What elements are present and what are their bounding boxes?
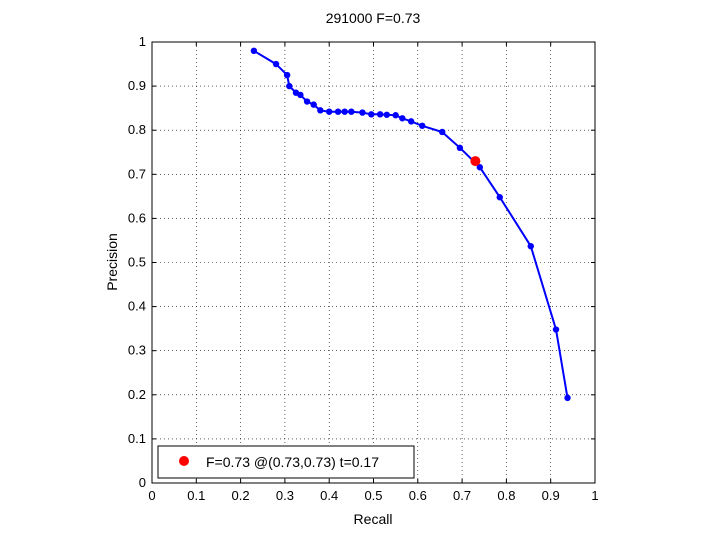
y-tick-label: 0.5 — [128, 255, 146, 270]
x-tick-label: 0.8 — [497, 488, 515, 503]
x-tick-label: 0.5 — [364, 488, 382, 503]
legend-box — [157, 445, 415, 479]
pr-curve-point — [348, 108, 355, 115]
legend-text: F=0.73 @(0.73,0.73) t=0.17 — [206, 454, 379, 470]
pr-curve-point — [297, 91, 304, 99]
pr-curve-point — [552, 326, 560, 333]
legend-marker — [179, 456, 189, 466]
pr-curve-point — [438, 128, 446, 136]
x-tick-label: 0.9 — [542, 488, 560, 503]
pr-curve-point — [383, 111, 390, 118]
pr-curve-point — [250, 47, 258, 55]
chart-title: 291000 F=0.73 — [326, 10, 421, 26]
y-tick-label: 1 — [139, 34, 146, 49]
x-tick-label: 0.3 — [276, 488, 294, 503]
x-tick-label: 0.7 — [453, 488, 471, 503]
x-tick-label: 0.4 — [320, 488, 338, 503]
pr-curve-point — [334, 108, 342, 115]
pr-curve-point — [456, 144, 464, 152]
pr-curve-point — [476, 164, 484, 171]
pr-curve-point — [419, 122, 426, 129]
pr-curve-point — [376, 111, 384, 118]
x-axis-label: Recall — [354, 511, 393, 527]
pr-curve-point — [317, 107, 324, 114]
x-tick-label: 0.2 — [232, 488, 250, 503]
x-tick-label: 0 — [148, 488, 155, 503]
y-tick-label: 0 — [139, 475, 146, 490]
pr-curve-point — [283, 71, 291, 79]
y-tick-label: 0.4 — [128, 299, 146, 314]
best-point-layer — [470, 156, 481, 167]
pr-curve-point — [272, 60, 280, 68]
y-tick-label: 0.8 — [128, 122, 146, 137]
pr-curve-point — [496, 194, 503, 201]
pr-curve-point — [368, 111, 375, 118]
pr-curve-point — [326, 108, 333, 115]
best-f-point — [470, 156, 481, 167]
legend: F=0.73 @(0.73,0.73) t=0.17 — [157, 445, 415, 479]
pr-curve-line — [253, 49, 569, 399]
axis-ticks: 0 0.1 0.2 0.3 0.4 0.5 0.6 0.7 0.8 0.9 1 0 0.1 0.2 0.3 0… — [128, 34, 599, 503]
pr-curve-point — [341, 108, 348, 115]
pr-curve-point — [399, 115, 406, 122]
pr-curve-point — [392, 112, 399, 119]
y-axis-label: Precision — [104, 233, 120, 291]
pr-curve-point — [310, 101, 317, 108]
y-tick-label: 0.2 — [128, 387, 146, 402]
grid-lines — [152, 42, 595, 483]
y-tick-label: 0.7 — [128, 166, 146, 181]
pr-curve-point — [359, 109, 366, 116]
data-series — [250, 47, 571, 402]
y-tick-label: 0.1 — [128, 431, 146, 446]
pr-curve-point — [407, 118, 415, 125]
pr-curve-point — [303, 98, 311, 105]
x-tick-label: 0.1 — [187, 488, 205, 503]
pr-curve-point — [527, 242, 534, 250]
x-tick-label: 1 — [591, 488, 598, 503]
y-tick-label: 0.3 — [128, 343, 146, 358]
pr-curve-point — [286, 82, 293, 90]
y-tick-label: 0.9 — [128, 78, 146, 93]
pr-curve-point — [564, 394, 571, 402]
x-tick-label: 0.6 — [409, 488, 427, 503]
y-tick-label: 0.6 — [128, 210, 146, 225]
